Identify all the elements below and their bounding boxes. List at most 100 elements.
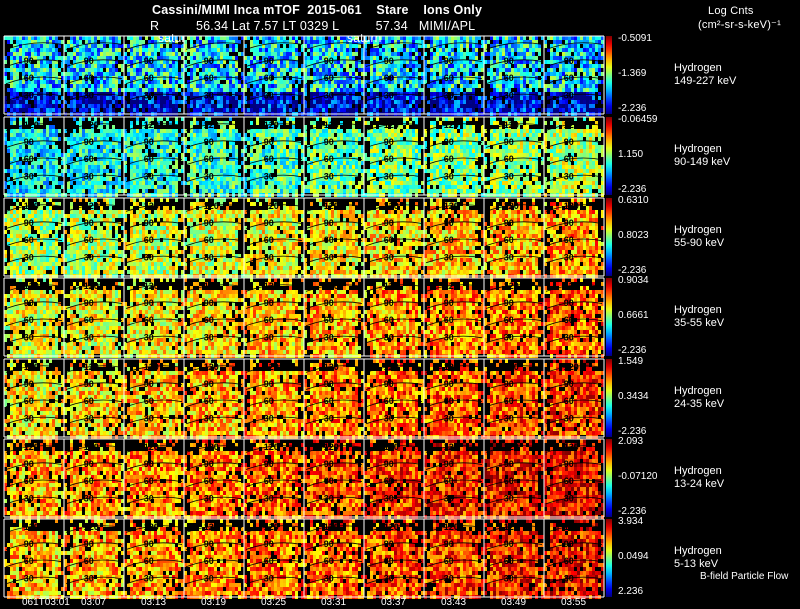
contour-line (365, 335, 423, 344)
angle-label-60: 60 (144, 396, 154, 406)
contour-line (125, 140, 183, 148)
contour-line (485, 399, 543, 408)
time-tick-label: 03:37 (381, 597, 406, 608)
angle-label-60: 60 (444, 73, 454, 83)
angle-label-60: 60 (204, 476, 214, 486)
contour-line (5, 59, 63, 67)
contour-line (245, 123, 303, 131)
contour-line (425, 525, 483, 533)
contour-line (485, 318, 543, 327)
colorbar-5 (606, 359, 612, 437)
contour-line (425, 221, 483, 229)
contour-line (305, 123, 363, 131)
angle-label-30: 30 (324, 493, 334, 503)
colorbar-mid-label: 0.0494 (618, 551, 649, 562)
channel-label: Hydrogen 149-227 keV (674, 62, 736, 88)
angle-label-90: 90 (204, 459, 214, 469)
angle-label-90: 90 (564, 56, 574, 66)
angle-label-30: 30 (24, 171, 34, 181)
contour-line (65, 174, 123, 183)
angle-label-90: 90 (324, 298, 334, 308)
angle-label-120: 120 (264, 120, 279, 130)
contour-line (245, 140, 303, 148)
contour-line (545, 204, 603, 212)
angle-label-60: 60 (504, 396, 514, 406)
contour-line (245, 559, 303, 568)
angle-label-90: 90 (564, 539, 574, 549)
channel-energy: 5-13 keV (674, 558, 722, 571)
contour-line (545, 42, 603, 50)
angle-label-90: 90 (24, 298, 34, 308)
contour-line (425, 576, 483, 585)
angle-label-120: 120 (204, 201, 219, 211)
contour-line (125, 445, 183, 453)
angle-label-30: 30 (384, 573, 394, 583)
angle-label-60: 60 (564, 556, 574, 566)
angle-label-60: 60 (264, 235, 274, 245)
contour-line (305, 76, 363, 85)
angle-label-90: 90 (24, 459, 34, 469)
contour-line (65, 238, 123, 247)
angle-label-90: 90 (264, 539, 274, 549)
angle-label-30: 30 (504, 252, 514, 262)
angle-label-30: 30 (24, 493, 34, 503)
angle-label-90: 90 (84, 298, 94, 308)
contour-line (305, 576, 363, 585)
angle-label-90: 90 (264, 218, 274, 228)
contour-line (485, 576, 543, 585)
angle-label-120: 120 (504, 201, 519, 211)
contour-line (245, 496, 303, 505)
angle-label-60: 60 (384, 396, 394, 406)
channel-panel-7: 30 60 90 120 30 60 90 120 30 60 90 120 30 60 90 120 30 60… (3, 518, 605, 599)
angle-label-120: 120 (564, 281, 579, 291)
angle-label-30: 30 (24, 90, 34, 100)
contour-line (245, 204, 303, 212)
contour-line (245, 238, 303, 247)
contour-line (185, 76, 243, 85)
angle-label-60: 60 (504, 73, 514, 83)
colorbar-max-label: 3.934 (618, 516, 643, 527)
channel-energy: 24-35 keV (674, 398, 724, 411)
contour-line (545, 255, 603, 264)
contour-line (485, 335, 543, 344)
contour-line (65, 93, 123, 102)
contour-line (5, 93, 63, 102)
angle-label-30: 30 (324, 413, 334, 423)
angle-label-30: 30 (324, 252, 334, 262)
time-tick-label: 03:07 (81, 597, 106, 608)
angle-label-30: 30 (564, 90, 574, 100)
angle-label-120: 120 (264, 362, 279, 372)
contour-line (185, 140, 243, 148)
contour-line (305, 221, 363, 229)
angle-label-60: 60 (504, 476, 514, 486)
contour-line (545, 174, 603, 183)
contour-line (305, 559, 363, 568)
angle-label-30: 30 (324, 171, 334, 181)
time-tick-label: 061T03:01 (22, 597, 70, 608)
time-tick-label: 03:49 (501, 597, 526, 608)
contour-line (185, 284, 243, 292)
angle-label-30: 30 (264, 493, 274, 503)
angle-label-90: 90 (84, 459, 94, 469)
angle-label-30: 30 (24, 252, 34, 262)
angle-label-60: 60 (384, 73, 394, 83)
angle-label-60: 60 (84, 315, 94, 325)
contour-line (305, 157, 363, 166)
angle-label-120: 120 (504, 362, 519, 372)
contour-line (425, 76, 483, 85)
angle-label-90: 90 (564, 298, 574, 308)
angle-label-30: 30 (324, 90, 334, 100)
contour-line (65, 140, 123, 148)
angle-label-60: 60 (84, 476, 94, 486)
angle-label-60: 60 (144, 235, 154, 245)
contour-line (65, 59, 123, 67)
contour-line (365, 238, 423, 247)
angle-label-30: 30 (564, 573, 574, 583)
contour-line (365, 525, 423, 533)
angle-label-60: 60 (504, 556, 514, 566)
contour-line (545, 301, 603, 309)
contour-line (545, 335, 603, 344)
angle-label-30: 30 (444, 90, 454, 100)
angle-label-30: 30 (144, 90, 154, 100)
angle-label-90: 90 (264, 56, 274, 66)
